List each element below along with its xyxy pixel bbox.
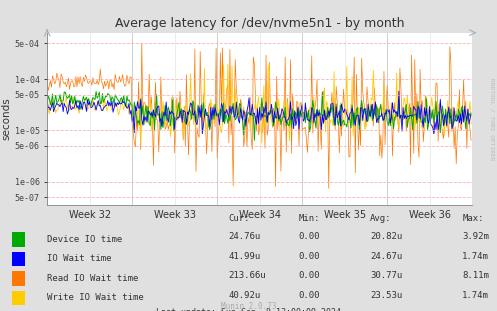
Text: 40.92u: 40.92u: [229, 291, 261, 300]
Text: 20.82u: 20.82u: [370, 232, 403, 241]
Y-axis label: seconds: seconds: [2, 98, 12, 140]
Text: 30.77u: 30.77u: [370, 271, 403, 280]
Text: Device IO time: Device IO time: [47, 235, 122, 244]
FancyBboxPatch shape: [12, 252, 25, 266]
Text: 3.92m: 3.92m: [462, 232, 489, 241]
Text: Cur:: Cur:: [229, 214, 250, 223]
Text: 0.00: 0.00: [298, 232, 320, 241]
Text: 1.74m: 1.74m: [462, 291, 489, 300]
FancyBboxPatch shape: [12, 291, 25, 305]
Text: 0.00: 0.00: [298, 291, 320, 300]
Text: 0.00: 0.00: [298, 252, 320, 261]
Text: 24.67u: 24.67u: [370, 252, 403, 261]
Text: Write IO Wait time: Write IO Wait time: [47, 293, 144, 302]
Text: Max:: Max:: [462, 214, 484, 223]
Text: 41.99u: 41.99u: [229, 252, 261, 261]
Text: IO Wait time: IO Wait time: [47, 254, 112, 263]
FancyBboxPatch shape: [12, 232, 25, 247]
Text: Avg:: Avg:: [370, 214, 392, 223]
Text: 23.53u: 23.53u: [370, 291, 403, 300]
Title: Average latency for /dev/nvme5n1 - by month: Average latency for /dev/nvme5n1 - by mo…: [115, 17, 405, 30]
Text: 24.76u: 24.76u: [229, 232, 261, 241]
Text: 0.00: 0.00: [298, 271, 320, 280]
Text: Last update: Sun Sep  8 13:00:09 2024: Last update: Sun Sep 8 13:00:09 2024: [156, 308, 341, 311]
Text: 8.11m: 8.11m: [462, 271, 489, 280]
Text: Min:: Min:: [298, 214, 320, 223]
FancyBboxPatch shape: [12, 271, 25, 285]
Text: RRDTOOL / TOBI OETIKER: RRDTOOL / TOBI OETIKER: [490, 78, 495, 160]
Text: Munin 2.0.73: Munin 2.0.73: [221, 302, 276, 311]
Text: Read IO Wait time: Read IO Wait time: [47, 274, 139, 283]
Text: 213.66u: 213.66u: [229, 271, 266, 280]
Text: 1.74m: 1.74m: [462, 252, 489, 261]
